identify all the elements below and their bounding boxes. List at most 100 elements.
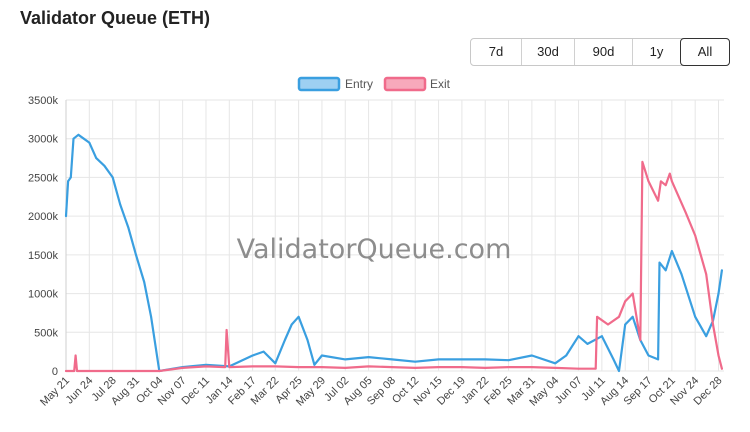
data-point-entry xyxy=(82,137,85,140)
data-point-entry xyxy=(72,137,75,140)
data-point-entry xyxy=(111,176,114,179)
data-point-entry xyxy=(461,358,463,361)
x-tick-label: May 21 xyxy=(38,375,72,409)
data-point-entry xyxy=(88,141,91,144)
data-point-exit xyxy=(76,370,78,372)
data-point-exit xyxy=(251,365,254,368)
data-point-entry xyxy=(69,176,72,179)
data-point-exit xyxy=(671,180,673,183)
range-1y-button[interactable]: 1y xyxy=(632,39,680,65)
data-point-exit xyxy=(391,366,393,368)
data-point-entry xyxy=(344,358,347,361)
data-point-exit xyxy=(624,300,627,303)
data-point-exit xyxy=(668,172,671,175)
data-point-entry xyxy=(612,358,615,361)
data-point-exit xyxy=(607,323,609,326)
data-point-exit xyxy=(684,211,687,214)
data-point-exit xyxy=(344,367,347,369)
data-point-exit xyxy=(664,184,667,187)
data-point-entry xyxy=(290,323,293,326)
data-point-exit xyxy=(158,370,161,372)
data-point-entry xyxy=(601,335,603,338)
legend: Entry Exit xyxy=(297,76,451,92)
data-point-entry xyxy=(618,370,620,372)
data-point-entry xyxy=(680,273,683,276)
range-7d-button[interactable]: 7d xyxy=(471,39,521,65)
data-point-entry xyxy=(647,354,650,357)
data-point-exit xyxy=(73,370,76,372)
y-tick-label: 0 xyxy=(52,366,58,378)
range-30d-button[interactable]: 30d xyxy=(521,39,574,65)
data-point-entry xyxy=(274,362,277,365)
data-point-entry xyxy=(484,358,487,361)
range-90d-button[interactable]: 90d xyxy=(574,39,632,65)
data-point-entry xyxy=(565,354,568,357)
data-point-entry xyxy=(313,363,316,366)
data-point-entry xyxy=(586,343,589,345)
data-point-entry xyxy=(67,180,69,183)
data-point-entry xyxy=(297,315,300,318)
data-point-entry xyxy=(657,358,659,361)
data-point-exit xyxy=(712,323,714,326)
data-point-exit xyxy=(631,292,634,295)
data-point-entry xyxy=(251,354,254,357)
y-tick-label: 500k xyxy=(34,327,58,339)
data-point-entry xyxy=(150,315,153,318)
data-point-exit xyxy=(594,367,597,370)
data-point-exit xyxy=(224,366,227,368)
data-point-entry xyxy=(577,335,580,338)
legend-entry-label: Entry xyxy=(345,77,373,91)
data-point-exit xyxy=(717,354,720,357)
data-point-entry xyxy=(306,339,309,341)
data-point-exit xyxy=(721,367,723,370)
data-point-entry xyxy=(624,323,627,326)
data-point-entry xyxy=(391,358,393,361)
data-point-exit xyxy=(694,234,697,237)
grid xyxy=(65,99,724,372)
range-all-button[interactable]: All xyxy=(680,38,730,66)
data-point-entry xyxy=(65,215,67,218)
y-tick-label: 1500k xyxy=(28,250,58,262)
data-point-entry xyxy=(531,354,533,357)
data-point-exit xyxy=(641,161,644,163)
data-point-entry xyxy=(284,339,286,341)
data-point-entry xyxy=(103,164,106,167)
legend-exit-label: Exit xyxy=(430,77,451,91)
data-point-exit xyxy=(507,366,510,368)
data-point-exit xyxy=(647,180,650,183)
data-point-entry xyxy=(77,133,80,136)
data-point-exit xyxy=(705,273,708,276)
data-point-exit xyxy=(596,315,598,318)
page-title: Validator Queue (ETH) xyxy=(20,8,211,28)
data-point-entry xyxy=(631,315,634,318)
data-point-entry xyxy=(437,358,440,361)
data-point-entry xyxy=(367,356,370,358)
data-point-entry xyxy=(119,203,122,206)
data-point-exit xyxy=(660,180,662,183)
data-point-exit xyxy=(321,366,323,368)
data-point-entry xyxy=(262,350,265,353)
data-point-exit xyxy=(297,366,300,368)
data-point-exit xyxy=(74,354,77,357)
validator-queue-chart: Entry Exit ValidatorQueue.com 0 500k 1000k… xyxy=(28,76,725,409)
data-point-exit xyxy=(618,315,620,318)
data-point-entry xyxy=(717,292,720,295)
data-point-exit xyxy=(577,367,580,370)
plot-area xyxy=(64,133,723,373)
data-point-entry xyxy=(143,281,146,283)
data-point-entry xyxy=(507,359,510,362)
y-tick-label: 2000k xyxy=(28,211,58,223)
legend-entry-item[interactable]: Entry xyxy=(297,76,373,92)
data-point-exit xyxy=(181,367,184,369)
legend-exit-item[interactable]: Exit xyxy=(383,76,451,92)
data-point-entry xyxy=(414,360,417,363)
data-point-exit xyxy=(657,199,659,202)
y-axis-ticks: 0 500k 1000k 1500k 2000k 2500k 3000k 3500k xyxy=(28,95,58,378)
series-line-entry[interactable] xyxy=(64,133,723,373)
data-point-entry xyxy=(671,250,673,252)
data-point-exit xyxy=(531,366,533,368)
data-point-exit xyxy=(65,370,67,372)
data-point-exit xyxy=(484,367,487,369)
watermark: ValidatorQueue.com xyxy=(237,234,512,265)
